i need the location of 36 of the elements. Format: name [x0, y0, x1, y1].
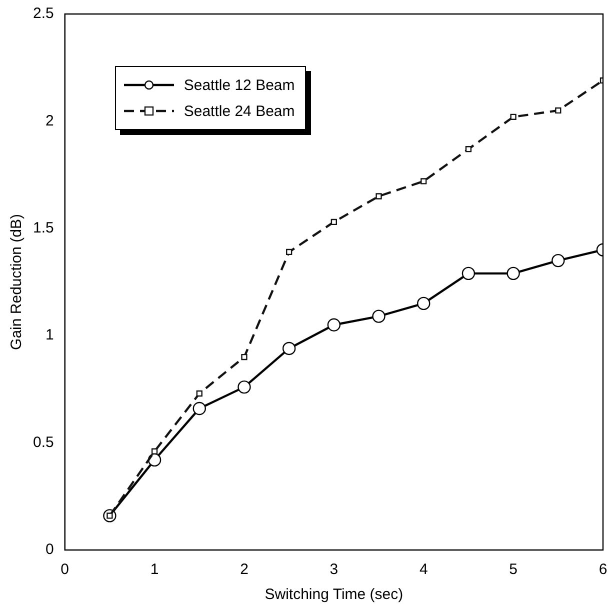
y-tick-label: 0 [46, 541, 54, 558]
y-tick-label: 1.5 [32, 220, 54, 237]
point [241, 354, 248, 360]
x-tick-label: 2 [240, 561, 248, 578]
x-tick-label: 5 [509, 561, 518, 578]
point [238, 380, 251, 394]
point [330, 218, 337, 226]
legend-label: Seattle 24 Beam [184, 102, 295, 120]
point [151, 448, 158, 454]
y-tick-label: 2.5 [32, 5, 54, 22]
point [327, 318, 341, 332]
y-tick-label: 2 [46, 112, 54, 130]
x-tick-label: 1 [150, 561, 159, 578]
legend-label: Seattle 12 Beam [184, 76, 295, 94]
point [196, 390, 202, 397]
point [192, 402, 206, 416]
x-tick-label: 0 [60, 561, 70, 578]
point [462, 266, 476, 280]
x-tick-label: 4 [419, 561, 428, 578]
point [376, 193, 382, 200]
point [506, 266, 520, 280]
point [372, 310, 386, 323]
point [420, 178, 427, 184]
x-axis-title: Switching Time (sec) [264, 586, 404, 604]
point [286, 248, 292, 256]
y-tick-label: 1 [46, 326, 54, 344]
point [417, 296, 430, 310]
point [552, 254, 565, 268]
x-tick-label: 3 [330, 561, 338, 578]
point [555, 107, 562, 114]
y-tick-label: 0.5 [32, 434, 54, 451]
point [465, 146, 472, 152]
x-tick-label: 6 [598, 561, 608, 578]
point [510, 114, 516, 120]
y-axis-title: Gain Reduction (dB) [8, 214, 26, 350]
point [282, 342, 296, 356]
